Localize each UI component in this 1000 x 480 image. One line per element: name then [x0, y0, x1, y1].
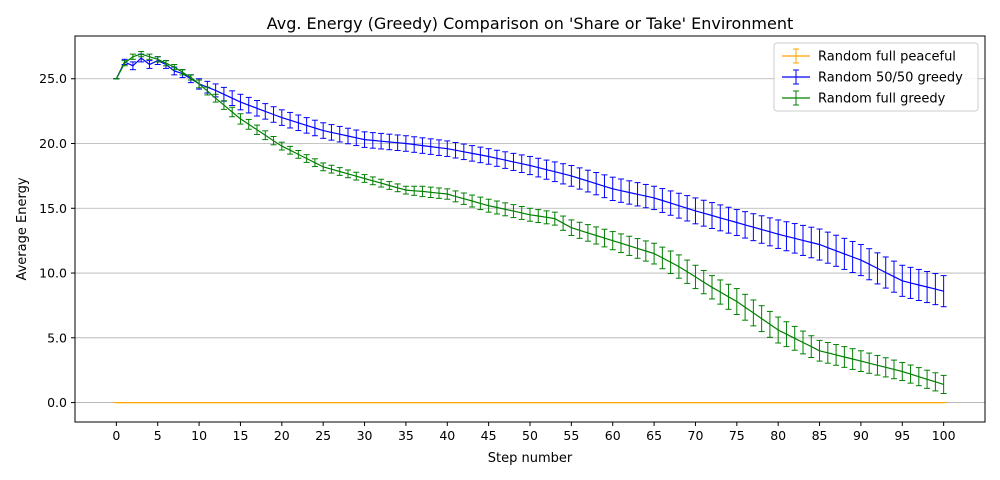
x-tick: 35 [398, 422, 414, 443]
x-tick-label: 55 [563, 428, 579, 443]
x-tick-label: 80 [770, 428, 786, 443]
x-tick: 15 [233, 422, 249, 443]
x-tick: 25 [315, 422, 331, 443]
x-tick-label: 0 [112, 428, 120, 443]
y-tick: 15.0 [39, 201, 75, 216]
x-tick-label: 60 [605, 428, 621, 443]
legend-label: Random 50/50 greedy [818, 71, 963, 86]
x-tick: 30 [357, 422, 373, 443]
x-tick: 65 [646, 422, 662, 443]
y-tick: 10.0 [39, 266, 75, 281]
x-tick-label: 5 [154, 428, 162, 443]
x-tick: 45 [481, 422, 497, 443]
x-tick: 80 [770, 422, 786, 443]
x-tick: 100 [932, 422, 956, 443]
x-tick-label: 10 [191, 428, 207, 443]
x-tick-label: 35 [398, 428, 414, 443]
legend: Random full peaceful Random 50/50 greedy R… [773, 42, 979, 112]
x-tick-label: 75 [729, 428, 745, 443]
x-tick: 55 [563, 422, 579, 443]
x-tick: 50 [522, 422, 538, 443]
y-tick-label: 25.0 [39, 71, 67, 86]
chart-title: Avg. Energy (Greedy) Comparison on 'Shar… [267, 14, 794, 33]
y-tick-label: 5.0 [47, 330, 67, 345]
legend-entry: Random 50/50 greedy [782, 69, 963, 86]
legend-box [773, 42, 979, 112]
x-tick-label: 50 [522, 428, 538, 443]
legend-entry: Random full greedy [782, 90, 946, 107]
y-tick: 5.0 [47, 330, 75, 345]
x-tick-label: 40 [439, 428, 455, 443]
x-tick-label: 70 [688, 428, 704, 443]
legend-label: Random full greedy [818, 92, 946, 107]
y-tick: 25.0 [39, 71, 75, 86]
x-tick: 10 [191, 422, 207, 443]
x-tick-label: 45 [481, 428, 497, 443]
x-tick: 95 [894, 422, 910, 443]
x-tick: 60 [605, 422, 621, 443]
y-axis-label: Average Energy [15, 177, 30, 280]
y-tick: 20.0 [39, 136, 75, 151]
x-tick: 20 [274, 422, 290, 443]
y-tick-label: 0.0 [47, 395, 67, 410]
x-tick-label: 95 [894, 428, 910, 443]
x-axis-label: Step number [488, 451, 573, 466]
legend-label: Random full peaceful [818, 50, 956, 65]
x-tick: 85 [812, 422, 828, 443]
series-2 [113, 51, 947, 395]
x-tick: 75 [729, 422, 745, 443]
legend-entry: Random full peaceful [782, 48, 956, 65]
x-tick: 40 [439, 422, 455, 443]
series-line [115, 53, 944, 385]
y-tick-label: 15.0 [39, 201, 67, 216]
x-tick: 90 [853, 422, 869, 443]
y-tick-label: 20.0 [39, 136, 67, 151]
x-tick: 0 [112, 422, 120, 443]
x-tick-label: 65 [646, 428, 662, 443]
x-tick-label: 30 [357, 428, 373, 443]
x-tick-label: 25 [315, 428, 331, 443]
x-tick-label: 85 [812, 428, 828, 443]
y-tick: 0.0 [47, 395, 75, 410]
series-line [115, 57, 944, 292]
x-tick: 70 [688, 422, 704, 443]
x-tick-label: 20 [274, 428, 290, 443]
x-tick: 5 [154, 422, 162, 443]
x-tick-label: 90 [853, 428, 869, 443]
x-tick-label: 15 [233, 428, 249, 443]
tick-layer: 0.0 5.0 10.0 15.0 20.0 25.0 0 5 10 15 20 25 30 35 40 45… [39, 71, 955, 443]
x-tick-label: 100 [932, 428, 956, 443]
y-tick-label: 10.0 [39, 266, 67, 281]
series-layer [113, 51, 947, 404]
